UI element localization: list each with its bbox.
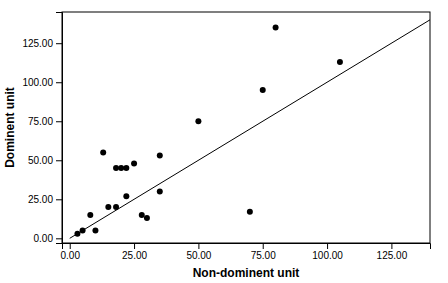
x-tick: 125.00 — [377, 243, 408, 261]
scatter-point — [260, 87, 266, 93]
y-tick: 0.00 — [34, 233, 62, 244]
scatter-point — [157, 153, 163, 159]
chart-svg: 0.00 25.00 50.00 75.00 100.00 125.00 0.00 25.00… — [0, 0, 448, 283]
scatter-point — [139, 212, 145, 218]
x-tick-mark — [70, 243, 71, 249]
x-tick-mark — [263, 243, 264, 249]
scatter-point — [273, 25, 279, 31]
scatter-point — [74, 231, 80, 237]
y-axis: 0.00 25.00 50.00 75.00 100.00 125.00 — [22, 13, 62, 245]
x-tick: 100.00 — [312, 243, 343, 261]
x-tick: 75.00 — [251, 243, 276, 261]
plot-area: 0.00 25.00 50.00 75.00 100.00 125.00 0.00 25.00… — [22, 12, 430, 261]
y-tick: 100.00 — [22, 77, 62, 88]
x-tick-label: 25.00 — [122, 250, 147, 261]
scatter-point — [87, 212, 93, 218]
x-tick-mark — [391, 243, 392, 249]
scatter-point — [80, 228, 86, 234]
y-tick-label: 50.00 — [28, 155, 53, 166]
y-tick-mark — [56, 82, 62, 83]
y-tick: 75.00 — [28, 116, 62, 127]
reference-line — [70, 20, 430, 239]
scatter-point — [100, 149, 106, 155]
x-tick-label: 50.00 — [186, 250, 211, 261]
x-tick: 50.00 — [186, 243, 211, 261]
x-tick-label: 75.00 — [251, 250, 276, 261]
scatter-point — [123, 165, 129, 171]
x-tick-label: 100.00 — [312, 250, 343, 261]
y-axis-line — [56, 13, 63, 244]
y-tick-label: 25.00 — [28, 194, 53, 205]
scatter-point — [337, 59, 343, 65]
x-axis-title: Non-dominent unit — [193, 266, 300, 280]
y-axis-title: Dominent unit — [3, 87, 17, 168]
scatter-point — [123, 193, 129, 199]
x-tick-mark — [327, 243, 328, 249]
scatter-point — [113, 204, 119, 210]
scatter-point — [195, 118, 201, 124]
scatter-point — [157, 188, 163, 194]
scatter-point — [92, 228, 98, 234]
y-tick-label: 125.00 — [22, 38, 53, 49]
y-tick-mark — [56, 43, 62, 44]
y-tick: 125.00 — [22, 38, 62, 49]
x-tick-label: 125.00 — [377, 250, 408, 261]
y-tick-label: 100.00 — [22, 77, 53, 88]
x-tick-label: 0.00 — [60, 250, 80, 261]
x-axis: 0.00 25.00 50.00 75.00 100.00 125.00 — [60, 243, 430, 261]
y-tick-label: 0.00 — [34, 233, 54, 244]
scatter-point — [131, 160, 137, 166]
scatter-point — [118, 165, 124, 171]
scatter-point — [113, 165, 119, 171]
scatter-point — [247, 209, 253, 215]
x-tick: 0.00 — [60, 243, 80, 261]
y-tick-mark — [56, 160, 62, 161]
y-tick: 25.00 — [28, 194, 62, 205]
scatter-point — [144, 215, 150, 221]
x-tick: 25.00 — [122, 243, 147, 261]
y-tick-mark — [56, 238, 62, 239]
y-tick: 50.00 — [28, 155, 62, 166]
y-tick-label: 75.00 — [28, 116, 53, 127]
x-tick-mark — [134, 243, 135, 249]
plot-frame — [62, 12, 430, 243]
y-tick-mark — [56, 199, 62, 200]
marks — [70, 20, 430, 239]
x-axis-line — [63, 244, 431, 250]
x-tick-mark — [198, 243, 199, 249]
y-tick-mark — [56, 121, 62, 122]
scatter-point — [105, 204, 111, 210]
